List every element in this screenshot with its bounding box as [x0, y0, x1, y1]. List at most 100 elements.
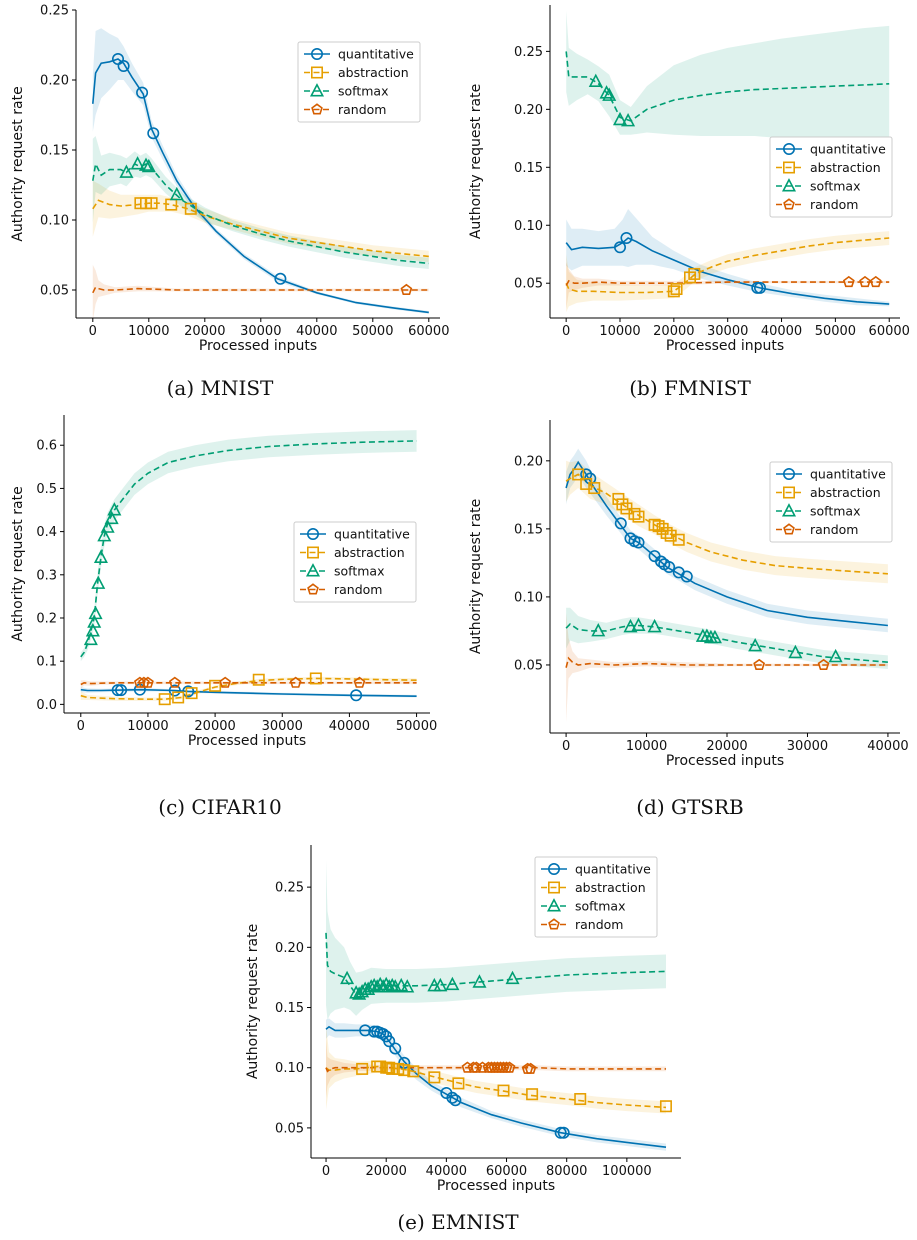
y-tick-label: 0.20 [514, 103, 543, 118]
random-marker [817, 658, 830, 671]
legend-marker-quantitative [547, 862, 560, 875]
quantitative-marker [383, 1035, 396, 1048]
y-tick-label: 0.25 [275, 881, 304, 896]
quantitative-markers [614, 232, 766, 294]
legend-marker-abstraction [547, 881, 560, 894]
quantitative-marker [580, 468, 593, 481]
legend-box [297, 41, 421, 123]
x-tick-label: 50000 [352, 324, 393, 339]
legend-label-random: random [575, 917, 623, 932]
abstraction-marker [580, 477, 593, 490]
random-marker [503, 1061, 516, 1073]
softmax-marker [97, 528, 112, 542]
softmax-marker [623, 618, 638, 633]
y-axis-label: Authority request rate [10, 86, 26, 241]
quantitative-marker [680, 570, 693, 583]
abstraction-markers [572, 468, 685, 546]
legend-marker-quantitative [782, 143, 795, 156]
abstraction-marker [670, 283, 683, 296]
y-axis-label: Authority request rate [468, 84, 484, 239]
softmax-marker [472, 974, 487, 988]
x-tick-label: 0 [562, 739, 570, 754]
abstraction-marker [632, 510, 645, 523]
quantitative-marker [359, 1024, 372, 1037]
abstraction-marker [172, 691, 185, 704]
x-tick-label: 60000 [408, 324, 449, 339]
x-tick-label: 80000 [546, 1164, 587, 1179]
softmax-markers [83, 502, 122, 646]
softmax-marker [87, 614, 102, 628]
legend-marker-abstraction [782, 486, 795, 499]
legend-marker-random [783, 523, 795, 535]
abstraction-marker [659, 1100, 672, 1113]
x-tick-label: 20000 [366, 1164, 407, 1179]
y-tick-label: 0.10 [40, 214, 69, 229]
softmax-markers [119, 156, 184, 201]
quantitative-marker [557, 1126, 570, 1139]
abstraction-marker [656, 522, 669, 535]
quantitative-line [80, 688, 417, 697]
abstraction-markers [356, 1060, 672, 1113]
quantitative-line [565, 237, 890, 305]
abstraction-marker [572, 468, 585, 481]
abstraction-marker [407, 1065, 420, 1078]
legend-label-abstraction: abstraction [334, 545, 405, 560]
x-axis-label: Processed inputs [437, 1178, 555, 1194]
legend-label-random: random [810, 522, 858, 537]
softmax-marker [85, 623, 100, 637]
y-tick-label: 0.5 [36, 482, 57, 497]
quantitative-marker [614, 241, 627, 254]
x-tick-label: 50000 [815, 324, 856, 339]
y-axis-label: Authority request rate [468, 499, 484, 654]
abstraction-marker [648, 518, 661, 531]
y-tick-label: 0.15 [40, 144, 69, 159]
quantitative-markers [580, 468, 693, 583]
softmax-marker [647, 618, 662, 633]
random-marker [138, 676, 150, 688]
quantitative-confidence-band [566, 448, 888, 633]
softmax-marker [141, 158, 156, 173]
quantitative-line [565, 460, 888, 627]
softmax-marker [602, 87, 617, 101]
quantitative-marker [753, 281, 766, 294]
abstraction-marker [616, 498, 629, 511]
chart-cifar10: 0 10000 20000 30000 40000 50000 0.0 0.1 0.2 0.3 0.… [10, 415, 437, 749]
random-marker [869, 275, 882, 288]
abstraction-marker [252, 673, 265, 686]
legend-box [769, 461, 893, 543]
legend-marker-softmax [546, 898, 562, 912]
softmax-marker [433, 977, 448, 992]
quantitative-marker [632, 536, 645, 549]
random-markers [461, 1061, 537, 1074]
softmax-marker [699, 628, 714, 642]
softmax-marker [748, 637, 763, 652]
abstraction-marker [386, 1062, 399, 1075]
y-tick-label: 0.10 [514, 590, 543, 605]
abstraction-marker [652, 520, 665, 533]
abstraction-marker [209, 679, 222, 692]
softmax-marker [591, 623, 606, 637]
x-tick-label: 40000 [296, 324, 337, 339]
x-axis-label: Processed inputs [199, 338, 317, 354]
softmax-marker [788, 644, 803, 659]
legend-marker-softmax [309, 83, 325, 97]
x-tick-label: 60000 [486, 1164, 527, 1179]
quantitative-marker [136, 86, 149, 99]
random-marker [859, 275, 871, 288]
softmax-marker [394, 977, 409, 992]
quantitative-marker [389, 1042, 402, 1055]
y-axis-label: Authority request rate [245, 924, 261, 1079]
legend-marker-quantitative [310, 47, 323, 60]
random-marker [524, 1062, 537, 1074]
caption-emnist: (e) EMNIST [397, 1210, 519, 1234]
y-tick-label: 0.1 [36, 655, 57, 670]
quantitative-marker [398, 1056, 411, 1069]
caption-gtsrb: (d) GTSRB [636, 795, 744, 819]
abstraction-marker [574, 1093, 587, 1106]
softmax-marker [119, 164, 134, 178]
softmax-marker [828, 648, 843, 663]
chart-emnist: 0 20000 40000 60000 80000 100000 0.05 0.10 0.15 0… [245, 845, 681, 1194]
abstraction-line [325, 1065, 667, 1109]
legend: quantitative abstraction softmax random [293, 521, 417, 603]
quantitative-marker [620, 232, 633, 245]
